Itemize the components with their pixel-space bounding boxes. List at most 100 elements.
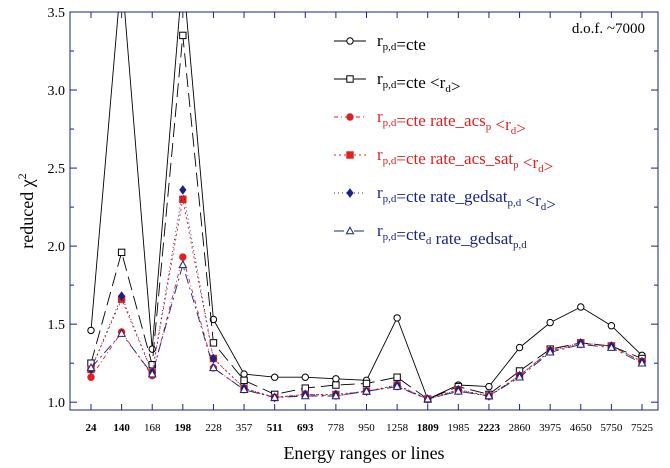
y-tick-label: 1.0 xyxy=(48,396,66,411)
data-point xyxy=(515,343,524,352)
data-point xyxy=(393,373,401,381)
data-point xyxy=(87,373,95,381)
x-tick-label: 3975 xyxy=(539,422,562,434)
y-axis-title: reduced χ2 xyxy=(15,173,37,248)
legend-label-part: r xyxy=(377,107,383,126)
data-point xyxy=(576,339,586,348)
y-tick-label: 1.5 xyxy=(48,318,66,333)
legend-label-part: > xyxy=(546,195,556,214)
data-point xyxy=(240,370,248,378)
y-tick-label: 3.0 xyxy=(48,84,66,99)
legend-label-part: =cte xyxy=(396,225,425,244)
x-tick-label: 511 xyxy=(267,422,283,434)
data-point xyxy=(209,353,218,364)
y-axis-title-sup: 2 xyxy=(15,173,29,179)
legend-label-part: <r xyxy=(521,191,541,210)
x-tick-label: 693 xyxy=(297,422,314,434)
data-point xyxy=(607,322,616,330)
legend-label-part: p,d xyxy=(383,79,397,91)
legend-label-part: =cte xyxy=(396,35,425,54)
data-point xyxy=(148,345,156,353)
data-point xyxy=(179,31,187,40)
legend-marker xyxy=(346,75,354,83)
data-point xyxy=(515,372,524,381)
legend-item: rp,d=cte rate_acsp <rd> xyxy=(334,107,526,138)
y-axis: 1.0 1.5 2.0 2.5 3.0 3.5 xyxy=(48,6,658,411)
legend-label-part: r xyxy=(377,183,383,202)
legend-label-part: > xyxy=(516,119,526,138)
annotation-dof: d.o.f. ~7000 xyxy=(572,21,645,37)
data-point xyxy=(484,391,494,400)
legend-label-part: p,d xyxy=(383,155,397,167)
data-point xyxy=(332,381,340,389)
data-point xyxy=(362,379,371,388)
legend-label-part: p,d xyxy=(383,117,397,129)
x-tick-label: 4650 xyxy=(570,422,593,434)
data-point xyxy=(331,391,341,400)
legend-label-part: p,d xyxy=(383,193,397,205)
y-axis-title-main: reduced χ xyxy=(17,179,37,248)
legend-label-part: d xyxy=(445,83,451,95)
data-point xyxy=(423,394,433,403)
legend-label-part: =cte rate_acs xyxy=(396,111,485,130)
series-line xyxy=(90,12,643,400)
x-tick-label: 198 xyxy=(175,422,192,434)
x-tick-label: 5750 xyxy=(600,422,623,434)
series-line xyxy=(90,189,643,400)
legend-label-part: > xyxy=(451,77,461,96)
x-tick-label: 7525 xyxy=(631,422,654,434)
data-point xyxy=(270,373,279,381)
data-point xyxy=(209,315,218,324)
legend-label: rp,d=cte xyxy=(377,31,426,54)
legend-label-part: p,d xyxy=(383,41,397,53)
series-4 xyxy=(87,195,646,403)
x-tick-label: 168 xyxy=(144,422,161,434)
data-point xyxy=(178,260,188,269)
data-point xyxy=(179,185,187,195)
legend-item: rp,d=cte rate_gedsatp,d <rd> xyxy=(334,183,556,214)
data-point xyxy=(147,369,157,378)
data-point xyxy=(117,248,126,257)
data-point xyxy=(606,342,616,351)
x-tick-label: 2223 xyxy=(478,422,501,434)
y-tick-label: 2.0 xyxy=(48,240,66,255)
legend-label-part: p xyxy=(513,159,519,171)
series-2 xyxy=(87,31,646,403)
y-tick-label: 3.5 xyxy=(48,6,66,21)
data-point xyxy=(117,328,127,337)
y-tick-label: 2.5 xyxy=(48,162,66,177)
series-layer xyxy=(86,12,647,404)
legend-item: rp,d=cte rate_acs_satp <rd> xyxy=(334,145,553,176)
legend-label: rp,d=cted rate_gedsatp,d xyxy=(377,221,527,251)
legend-label: rp,d=cte rate_acs_satp <rd> xyxy=(377,145,553,176)
data-point xyxy=(179,253,187,261)
data-point xyxy=(209,363,218,372)
data-point xyxy=(362,386,371,395)
x-tick-label: 1258 xyxy=(386,422,409,434)
series-line xyxy=(90,199,643,400)
legend-marker xyxy=(346,37,354,45)
legend-item: rp,d=cte xyxy=(334,31,426,54)
data-point xyxy=(332,375,340,383)
series-6 xyxy=(86,260,647,403)
x-tick-label: 357 xyxy=(236,422,253,434)
data-point xyxy=(86,363,96,372)
legend-label-part: rate_gedsat xyxy=(431,229,513,248)
legend-marker xyxy=(346,151,354,159)
data-point xyxy=(577,303,585,311)
legend-label-part: p,d xyxy=(383,231,397,243)
x-tick-label: 778 xyxy=(328,422,345,434)
x-axis-title: Energy ranges or lines xyxy=(283,443,444,463)
legend-marker xyxy=(345,226,355,235)
legend-item: rp,d=cte <rd> xyxy=(334,69,460,96)
legend-item: rp,d=cted rate_gedsatp,d xyxy=(334,221,527,251)
data-point xyxy=(179,195,187,203)
legend-label-part: p,d xyxy=(513,239,527,251)
x-axis: 24 140 168 198 228 357 511 693 778 950 1258 1809 198… xyxy=(86,12,654,434)
legend-label-part: r xyxy=(377,145,383,164)
data-point xyxy=(240,376,248,385)
data-point xyxy=(545,347,555,356)
legend-label-part: p,d xyxy=(507,197,521,209)
legend-label-part: <r xyxy=(491,115,511,134)
